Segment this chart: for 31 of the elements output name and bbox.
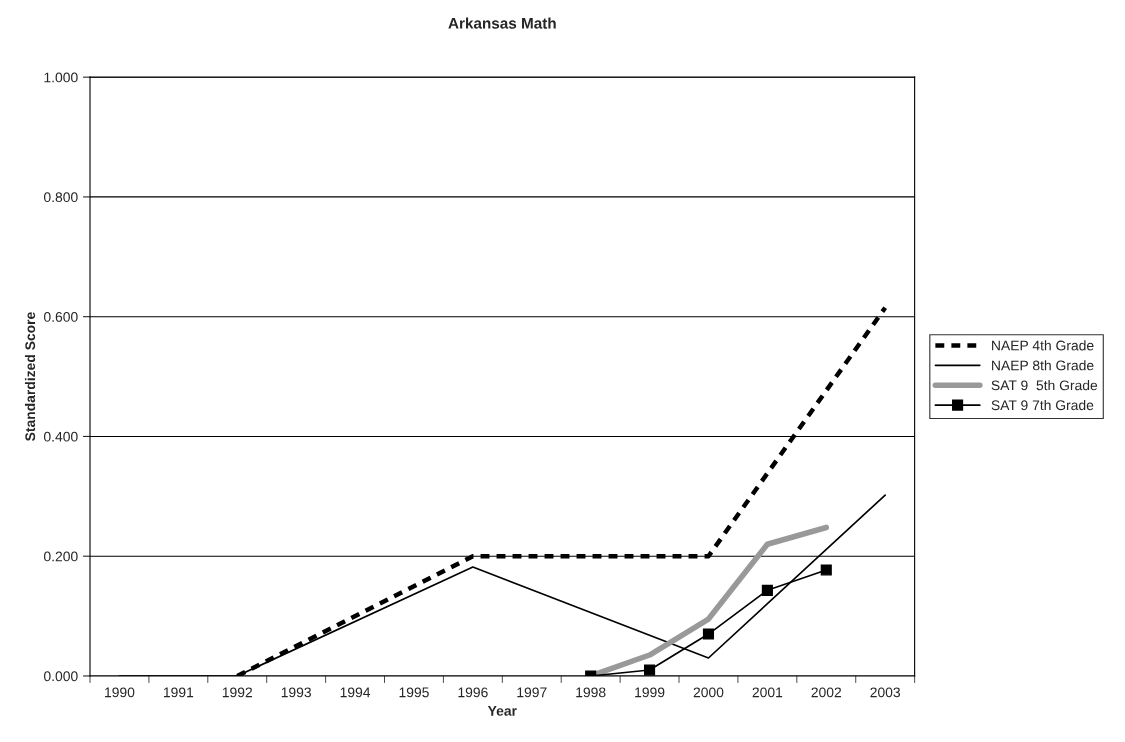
- x-tick-label: 2003: [870, 687, 901, 698]
- y-axis-title: Standardized Score: [24, 312, 36, 441]
- y-tick-label: 0.400: [43, 431, 78, 442]
- legend-label: SAT 9 5th Grade: [991, 380, 1098, 391]
- x-tick-label: 1997: [517, 687, 547, 698]
- x-tick-label: 1991: [163, 687, 194, 698]
- x-tick-label: 1998: [576, 687, 606, 698]
- legend-label: NAEP 4th Grade: [992, 340, 1094, 351]
- point: [820, 564, 832, 576]
- chart-title: Arkansas Math: [448, 17, 556, 29]
- y-tick-label: 0.600: [43, 312, 78, 322]
- legend-label: SAT 9 7th Grade: [991, 399, 1094, 411]
- point: [761, 584, 773, 596]
- y-tick-label: 0.800: [43, 192, 78, 203]
- y-tick-label: 1.000: [44, 72, 78, 83]
- x-tick-label: 2000: [693, 687, 724, 698]
- x-tick-label: 1996: [458, 687, 488, 698]
- x-tick-label: 1994: [340, 687, 371, 698]
- x-axis-title: Year: [487, 706, 517, 716]
- point: [702, 628, 715, 640]
- x-tick-label: 1995: [399, 687, 429, 698]
- point: [644, 664, 656, 676]
- x-tick-label: 1990: [105, 687, 135, 698]
- y-tick-label: 0.200: [43, 551, 78, 562]
- x-tick-label: 2001: [752, 687, 783, 698]
- x-tick-label: 2002: [811, 687, 842, 698]
- y-tick-label: 0.000: [43, 671, 78, 682]
- x-tick-label: 1999: [635, 687, 665, 698]
- x-tick-label: 1992: [222, 687, 253, 698]
- legend-label: NAEP 8th Grade: [992, 360, 1094, 371]
- x-tick-label: 1993: [281, 687, 311, 698]
